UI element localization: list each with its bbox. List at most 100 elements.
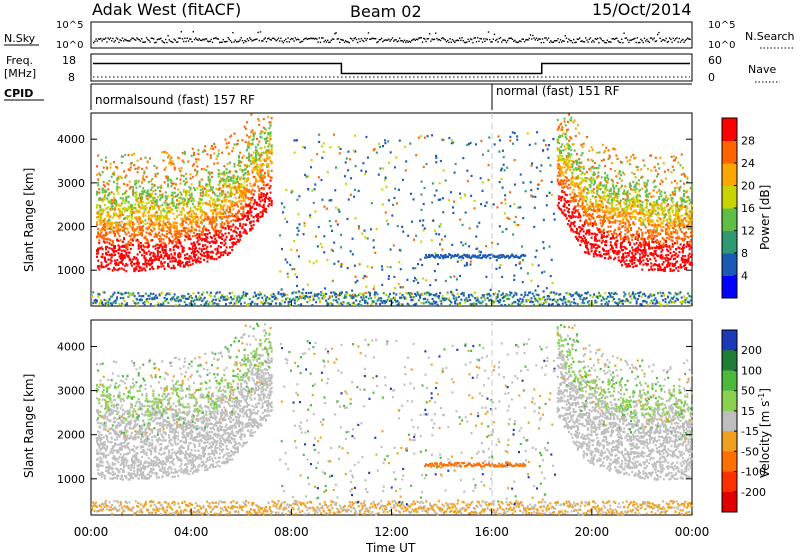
rti-cell	[190, 199, 193, 202]
rti-cell	[143, 206, 146, 209]
rti-cell	[153, 224, 156, 227]
nsky-point	[105, 37, 107, 39]
rti-cell	[643, 215, 646, 218]
rti-cell	[212, 186, 215, 189]
rti-cell	[633, 256, 636, 259]
rti-cell	[214, 200, 217, 203]
rti-cell	[610, 192, 613, 195]
rti-cell	[244, 168, 247, 171]
rti-cell	[200, 222, 203, 225]
rti-cell	[632, 248, 635, 252]
rti-cell	[616, 215, 619, 218]
rti-cell	[659, 240, 662, 243]
rti-cell	[657, 211, 660, 215]
rti-cell	[196, 187, 199, 190]
nsky-point	[226, 40, 228, 43]
rti-cell	[105, 233, 108, 237]
rti-cell	[268, 187, 271, 190]
rti-cell	[112, 231, 115, 235]
rti-cell	[556, 204, 559, 207]
rti-cell	[676, 229, 679, 233]
nsky-point	[137, 38, 139, 40]
rti-cell	[605, 244, 608, 247]
rti-cell	[169, 231, 172, 234]
rti-cell	[596, 192, 599, 195]
rti-cell	[664, 177, 667, 180]
rti-cell	[233, 193, 236, 196]
rti-cell	[222, 186, 225, 189]
rti-cell	[590, 246, 593, 250]
rti-cell	[205, 189, 208, 192]
nsky-point	[473, 37, 475, 39]
rti-cell	[188, 214, 191, 218]
nsky-point	[234, 39, 236, 41]
rti-cell	[128, 258, 131, 261]
rti-cell	[159, 216, 162, 220]
rti-cell	[147, 259, 150, 263]
rti-cell	[186, 202, 189, 205]
rti-cell	[188, 186, 191, 189]
rti-cell	[621, 259, 624, 262]
rti-cell	[124, 206, 127, 210]
rti-cell	[591, 165, 594, 168]
nsky-point	[598, 41, 600, 44]
rti-cell	[196, 172, 199, 175]
rti-cell	[267, 163, 270, 166]
rti-cell	[590, 208, 593, 212]
rti-cell	[618, 259, 621, 262]
rti-cell	[123, 237, 126, 240]
rti-cell	[660, 250, 663, 253]
rti-cell	[111, 172, 114, 175]
rti-cell	[563, 117, 566, 120]
rti-cell	[269, 124, 272, 127]
rti-cell	[557, 165, 560, 168]
rti-cell	[100, 255, 103, 258]
rti-cell	[147, 193, 150, 196]
nsky-point	[139, 40, 142, 42]
nsky-point	[420, 37, 422, 39]
rti-cell	[671, 201, 674, 204]
rti-cell	[159, 198, 162, 201]
rti-cell	[636, 259, 639, 262]
rti-cell	[221, 224, 224, 227]
rti-cell	[662, 213, 665, 216]
rti-cell	[218, 192, 221, 195]
rti-cell	[610, 200, 613, 204]
nsky-point	[295, 39, 298, 41]
rti-cell	[630, 217, 633, 221]
rti-cell	[207, 194, 210, 197]
rti-cell	[574, 230, 577, 234]
rti-cell	[115, 201, 118, 205]
rti-cell	[651, 220, 654, 224]
rti-cell	[564, 182, 567, 185]
rti-cell	[643, 184, 646, 187]
rti-cell	[608, 210, 611, 213]
rti-cell	[586, 209, 589, 213]
nsky-point	[259, 31, 262, 33]
nsky-point	[249, 37, 251, 39]
rti-cell	[225, 168, 228, 171]
rti-cell	[635, 242, 638, 245]
rti-cell	[639, 208, 642, 211]
rti-cell	[613, 193, 616, 196]
rti-cell	[182, 249, 185, 252]
rti-cell	[203, 254, 206, 257]
nsky-point	[527, 39, 529, 41]
rti-cell	[196, 165, 199, 168]
rti-cell	[627, 254, 630, 257]
rti-cell	[231, 237, 234, 240]
rti-cell	[186, 236, 189, 239]
rti-cell	[579, 214, 582, 218]
rti-cell	[195, 234, 198, 237]
nsky-point	[607, 41, 610, 43]
rti-cell	[251, 169, 254, 172]
rti-cell	[622, 214, 625, 217]
rti-cell	[216, 247, 219, 250]
rti-cell	[196, 225, 199, 228]
rti-cell	[156, 252, 159, 255]
rti-cell	[105, 156, 108, 159]
rti-cell	[181, 249, 184, 252]
nsky-point	[538, 38, 540, 40]
rti-cell	[127, 231, 130, 234]
rti-cell	[248, 203, 251, 206]
